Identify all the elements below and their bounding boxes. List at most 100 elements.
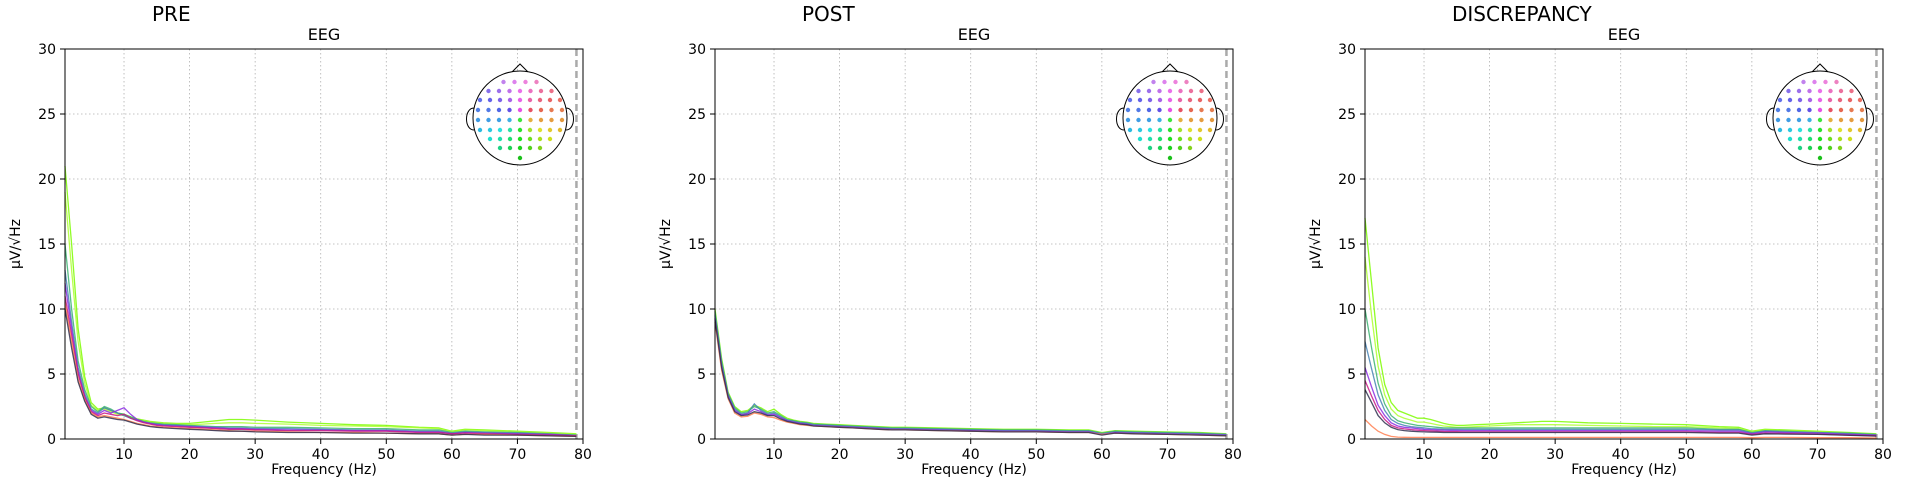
electrode-dot [1197,97,1203,103]
electrode-dot [1173,79,1178,85]
electrode-dot [1807,136,1813,142]
electrode-dot [1838,88,1844,94]
electrode-dot [1136,88,1141,94]
series-line-0 [1364,217,1877,435]
y-tick-label: 30 [38,42,56,58]
electrode-dot [1157,127,1163,133]
electrode-dot [1146,107,1152,113]
electrode-dot [527,136,533,142]
electrode-dot [496,117,502,123]
electrode-dot [1807,97,1813,103]
x-axis-label: Frequency (Hz) [271,462,377,478]
electrode-dot [487,97,493,103]
series-line-3 [1364,341,1877,436]
electrode-dot [537,97,543,103]
electrode-dot [1167,107,1173,113]
electrode-dot [507,117,512,123]
electrode-dot [1797,127,1803,133]
y-tick-label: 5 [1347,367,1356,383]
electrode-dot [517,136,523,142]
x-tick-label: 50 [377,447,395,463]
electrode-dot [1786,88,1791,94]
electrode-dot [475,107,481,113]
electrode-dot [1167,117,1173,123]
electrode-dot [496,107,502,113]
electrode-dot [523,79,528,85]
y-tick-label: 0 [47,432,56,448]
electrode-dot [1807,88,1812,94]
sensor-layout-inset [1116,63,1224,166]
electrode-dot [1787,136,1793,142]
x-axis-label: Frequency (Hz) [921,462,1027,478]
electrode-dot [517,145,523,151]
x-tick-label: 10 [765,447,783,463]
electrode-dot [1127,97,1133,103]
electrode-dot [1817,145,1823,151]
electrode-dot [1187,136,1193,142]
electrode-dot [507,127,513,133]
series-line-4 [714,321,1227,437]
electrode-dot [1136,107,1141,113]
y-tick-label: 30 [688,42,706,58]
electrode-dot [1834,79,1839,85]
series-line-6 [1364,389,1877,437]
electrode-dot [1827,97,1833,103]
electrode-dot [1817,97,1823,103]
electrode-dot [1827,145,1833,151]
electrode-dot [1178,88,1183,94]
panel-title: EEG [958,25,991,44]
electrode-dot [1177,136,1183,142]
electrode-dot [1187,145,1193,151]
y-tick-label: 10 [1338,302,1356,318]
chart-panel-1: 0 5 10 15 20 25 30 10 20 30 40 50 60 70 80 Frequency (H… [658,25,1242,478]
x-tick-label: 30 [896,447,914,463]
x-tick-label: 50 [1027,447,1045,463]
electrode-dot [507,145,513,151]
electrode-dot [1823,79,1828,85]
electrode-dot [507,107,512,113]
electrode-dot [537,127,543,133]
electrode-dot [1797,145,1803,151]
electrode-dot [1147,145,1153,151]
head-nose [1811,63,1829,73]
electrode-dot [1817,107,1823,113]
electrode-dot [507,97,513,103]
electrode-dot [1184,79,1189,85]
series-line-7 [64,308,577,438]
panel-title: EEG [308,25,341,44]
x-tick-label: 20 [181,447,199,463]
series-line-5 [714,319,1227,437]
electrode-dot [1817,127,1823,133]
electrode-dot [1838,107,1844,113]
electrode-dot [1777,127,1783,133]
y-tick-label: 0 [1347,432,1356,448]
electrode-dot [1837,136,1843,142]
head-ear-left [1116,107,1125,131]
head-ear-right [1215,107,1224,131]
electrode-dot [547,97,553,103]
electrode-dot [1817,155,1823,161]
electrode-dot [528,117,533,123]
y-tick-label: 20 [1338,172,1356,188]
electrode-dot [1859,117,1865,123]
y-tick-label: 10 [688,302,706,318]
electrode-dot [547,136,553,142]
electrode-dot [1167,127,1173,133]
electrode-dot [1188,88,1194,94]
electrode-dot [527,127,533,133]
electrode-dot [1177,127,1183,133]
x-tick-label: 60 [1093,447,1111,463]
electrode-dot [1796,117,1802,123]
electrode-dot [1837,127,1843,133]
electrode-dot [1157,136,1163,142]
electrode-dot [557,97,563,103]
electrode-dot [1847,127,1853,133]
electrode-dot [1807,117,1812,123]
y-tick-label: 0 [697,432,706,448]
series-line-0 [714,308,1227,435]
electrode-dot [1775,117,1781,123]
electrode-dot [537,136,543,142]
head-ear-right [1865,107,1874,131]
electrode-dot [1838,117,1844,123]
